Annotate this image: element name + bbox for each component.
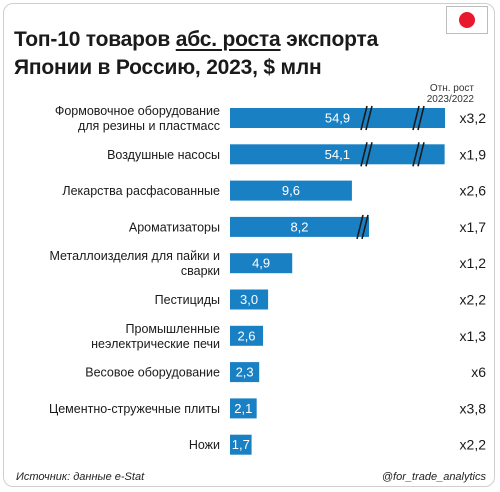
bar-value-label: 2,1 [234,401,252,416]
axis-break-mark [360,105,368,131]
category-label: Лекарства расфасованные [62,184,220,198]
bar-value-label: 4,9 [252,256,270,271]
relative-growth-label: x1,7 [460,219,487,235]
category-label: Весовое оборудование [85,366,220,380]
category-label-line: Пестициды [155,293,220,307]
category-label: Цементно-стружечные плиты [49,402,220,416]
source-note: Источник: данные e-Stat [16,471,145,483]
category-label-line: для резины и пластмасс [78,119,220,133]
category-label: Воздушные насосы [107,148,220,162]
category-label-line: Формовочное оборудование [55,104,220,118]
card-frame [3,3,495,487]
category-label: Ножи [189,438,220,452]
category-label-line: Цементно-стружечные плиты [49,402,220,416]
relative-growth-header: Отн. рост 2023/2022 [426,83,474,105]
bar [230,289,269,310]
axis-break-mark [361,214,369,240]
bar-value-label: 54,1 [325,147,350,162]
flag-red-disc [459,12,475,28]
relative-growth-label: x3,8 [460,400,487,416]
bar [230,434,252,455]
axis-break-mark [365,105,373,131]
axis-break-mark [412,142,420,167]
bar-value-label: 3,0 [240,292,258,307]
category-label-line: сварки [181,264,220,278]
category-label: Формовочное оборудование для резины и пла… [55,104,220,133]
category-label-line: Ароматизаторы [129,220,220,234]
relative-growth-label: x2,2 [460,437,487,453]
japan-flag-icon [446,6,488,34]
relative-growth-label: x3,2 [460,110,487,126]
chart-title: Топ-10 товаров абс. роста экспорта Япони… [14,26,454,82]
author-handle: @for_trade_analytics [381,471,486,483]
title-underlined-part: абс. роста [175,28,281,51]
bar [230,398,257,419]
bar [230,144,445,165]
bar-value-label: 2,3 [236,365,254,380]
category-label-line: Лекарства расфасованные [62,184,220,198]
relative-growth-label: x6 [471,364,486,380]
relative-growth-label: x2,2 [460,292,487,308]
bar [230,253,293,274]
category-label: Пестициды [155,293,220,307]
bar [230,216,369,237]
category-label-line: Воздушные насосы [107,148,220,162]
bar-value-label: 1,7 [232,437,250,452]
category-label-line: Промышленные [126,322,221,336]
relative-growth-label: x1,2 [460,255,487,271]
relative-growth-label: x2,6 [460,183,487,199]
relative-growth-label: x1,9 [460,146,487,162]
category-label-line: неэлектрические печи [91,337,220,351]
category-label: Промышленные неэлектрические печи [91,322,220,351]
title-part-2: экспорта Японии в Россию, 2023, $ млн [14,28,379,79]
bar-value-label: 8,2 [290,219,308,234]
axis-break-mark [412,105,420,131]
bar-value-label: 54,9 [325,111,350,126]
axis-break-mark [417,142,425,167]
category-label-line: Весовое оборудование [85,366,220,380]
bar [230,180,352,201]
relative-growth-label: x1,3 [460,328,487,344]
axis-break-mark [360,142,368,167]
bar [230,108,445,128]
bar-value-label: 2,6 [237,328,255,343]
category-label: Ароматизаторы [129,220,220,234]
axis-break-mark [417,105,425,131]
bar-value-label: 9,6 [282,183,300,198]
bar [230,325,264,346]
category-label-line: Металлоизделия для пайки и [49,249,220,263]
category-label-line: Ножи [189,438,220,452]
axis-break-mark [365,142,373,167]
title-part-1: Топ-10 товаров [14,28,176,51]
category-label: Металлоизделия для пайки и сварки [49,249,220,278]
bar [230,362,260,383]
axis-break-mark [356,214,364,240]
